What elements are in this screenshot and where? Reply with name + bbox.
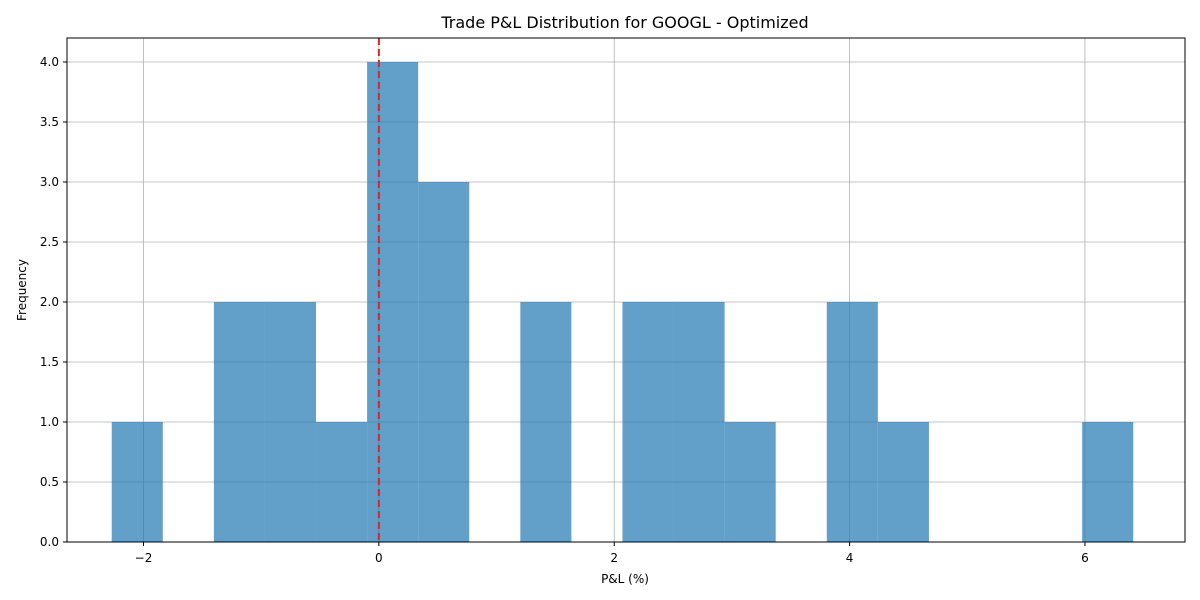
histogram-bar [520, 302, 572, 542]
x-axis-ticks: −2 0 2 4 6 [135, 542, 1089, 565]
y-tick-label: 1.5 [40, 355, 59, 369]
x-tick-label: −2 [135, 551, 153, 565]
y-tick-label: 2.0 [40, 295, 59, 309]
x-tick-label: 0 [375, 551, 383, 565]
x-tick-label: 6 [1081, 551, 1089, 565]
histogram-bar [213, 302, 265, 542]
histogram-bar [111, 422, 163, 542]
histogram-bars [111, 62, 1134, 542]
histogram-bar [622, 302, 674, 542]
y-tick-label: 4.0 [40, 55, 59, 69]
histogram-bar [264, 302, 317, 542]
histogram-bar [673, 302, 725, 542]
y-axis-label: Frequency [15, 259, 29, 321]
y-axis-ticks: 0.0 0.5 1.0 1.5 2.0 2.5 3.0 3.5 4.0 [40, 55, 67, 549]
chart-title: Trade P&L Distribution for GOOGL - Optim… [440, 13, 808, 32]
y-tick-label: 3.0 [40, 175, 59, 189]
x-tick-label: 4 [846, 551, 854, 565]
histogram-bar [826, 302, 878, 542]
x-tick-label: 2 [610, 551, 618, 565]
plot-area-frame [66, 37, 1186, 543]
y-tick-label: 0.0 [40, 535, 59, 549]
y-tick-label: 2.5 [40, 235, 59, 249]
histogram-bar [367, 62, 419, 542]
x-axis-label: P&L (%) [601, 572, 649, 586]
histogram-bar [724, 422, 776, 542]
histogram-bar [418, 182, 470, 542]
y-tick-label: 0.5 [40, 475, 59, 489]
histogram-bar [316, 422, 368, 542]
histogram-bar [1082, 422, 1134, 542]
y-tick-label: 3.5 [40, 115, 59, 129]
histogram-bar [877, 422, 929, 542]
y-tick-label: 1.0 [40, 415, 59, 429]
